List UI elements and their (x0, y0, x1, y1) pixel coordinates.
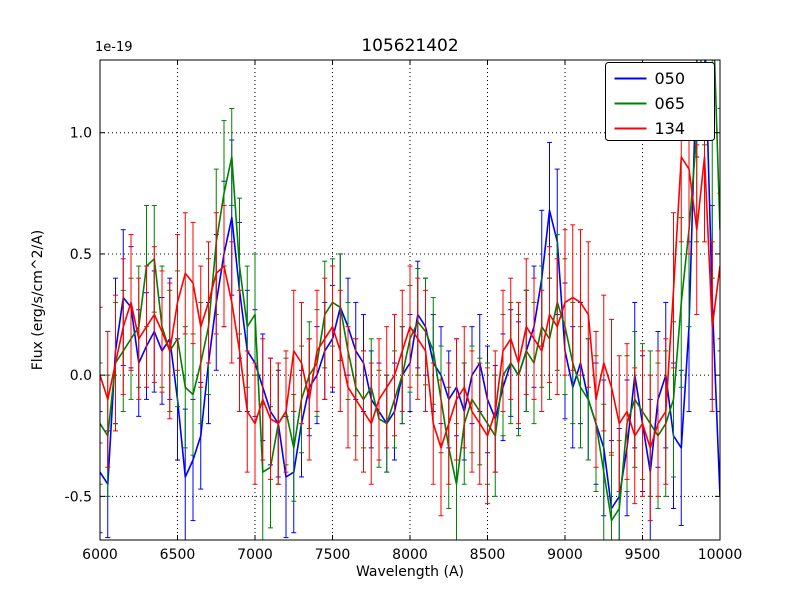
y-axis-offset-text: 1e-19 (95, 40, 133, 55)
x-tick-label: 6000 (82, 547, 118, 563)
x-tick-label: 7000 (237, 547, 273, 563)
x-axis-label: Wavelength (A) (355, 564, 464, 580)
x-tick-label: 10000 (698, 547, 743, 563)
x-tick-label: 7500 (315, 547, 351, 563)
tick-marks (99, 60, 721, 540)
x-tick-label: 8500 (470, 547, 506, 563)
x-tick-label: 6500 (160, 547, 196, 563)
legend-box (605, 62, 715, 141)
x-tick-label: 9000 (547, 547, 583, 563)
y-axis-label: Flux (erg/s/cm^2/A) (30, 229, 46, 371)
legend-label: 050 (655, 69, 686, 88)
legend-label: 065 (655, 94, 686, 113)
series-group (100, 60, 720, 540)
series-134 (100, 71, 720, 522)
legend-label: 134 (655, 119, 686, 138)
y-tick-label: 0.0 (70, 368, 92, 384)
y-tick-label: 0.5 (70, 247, 92, 263)
y-tick-label: -0.5 (65, 489, 92, 505)
y-tick-label: 1.0 (70, 126, 92, 142)
legend: 050 065 134 (605, 62, 715, 141)
series-line-134 (100, 156, 720, 449)
x-tick-label: 9500 (625, 547, 661, 563)
x-tick-label: 8000 (392, 547, 428, 563)
chart-title: 105621402 (361, 36, 459, 56)
